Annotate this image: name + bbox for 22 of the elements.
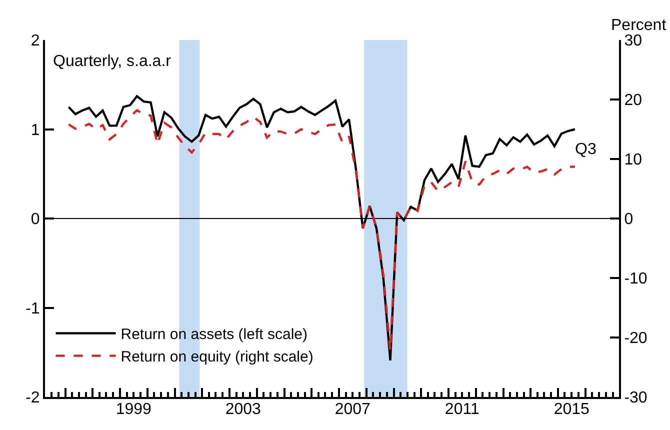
y-tick-label: -2 (26, 390, 40, 407)
x-tick-label: 2003 (225, 401, 262, 418)
y2-tick-label: -20 (624, 330, 648, 348)
y2-tick-label: -30 (624, 390, 648, 407)
annotation: Q3 (575, 141, 596, 158)
y-tick-label: 2 (30, 32, 40, 50)
x-tick-label: 2007 (334, 401, 371, 418)
annotation: Quarterly, s.a.a.r (53, 53, 172, 70)
x-tick-label: 2011 (444, 401, 480, 418)
y-tick-label: 1 (30, 122, 40, 139)
y-tick-label: 0 (30, 211, 40, 228)
y2-tick-label: 0 (624, 211, 634, 228)
x-tick-label: 2015 (554, 401, 590, 418)
y2-tick-label: 30 (624, 32, 642, 50)
y2-tick-label: -10 (624, 270, 648, 288)
y2-tick-label: 10 (624, 152, 642, 169)
y-tick-label: -1 (26, 300, 40, 318)
x-tick-label: 1999 (116, 401, 152, 418)
y2-tick-label: 20 (624, 92, 642, 110)
y2-axis-title: Percent (611, 17, 667, 34)
legend-label: Return on equity (right scale) (120, 348, 314, 366)
legend-label: Return on assets (left scale) (120, 326, 308, 344)
